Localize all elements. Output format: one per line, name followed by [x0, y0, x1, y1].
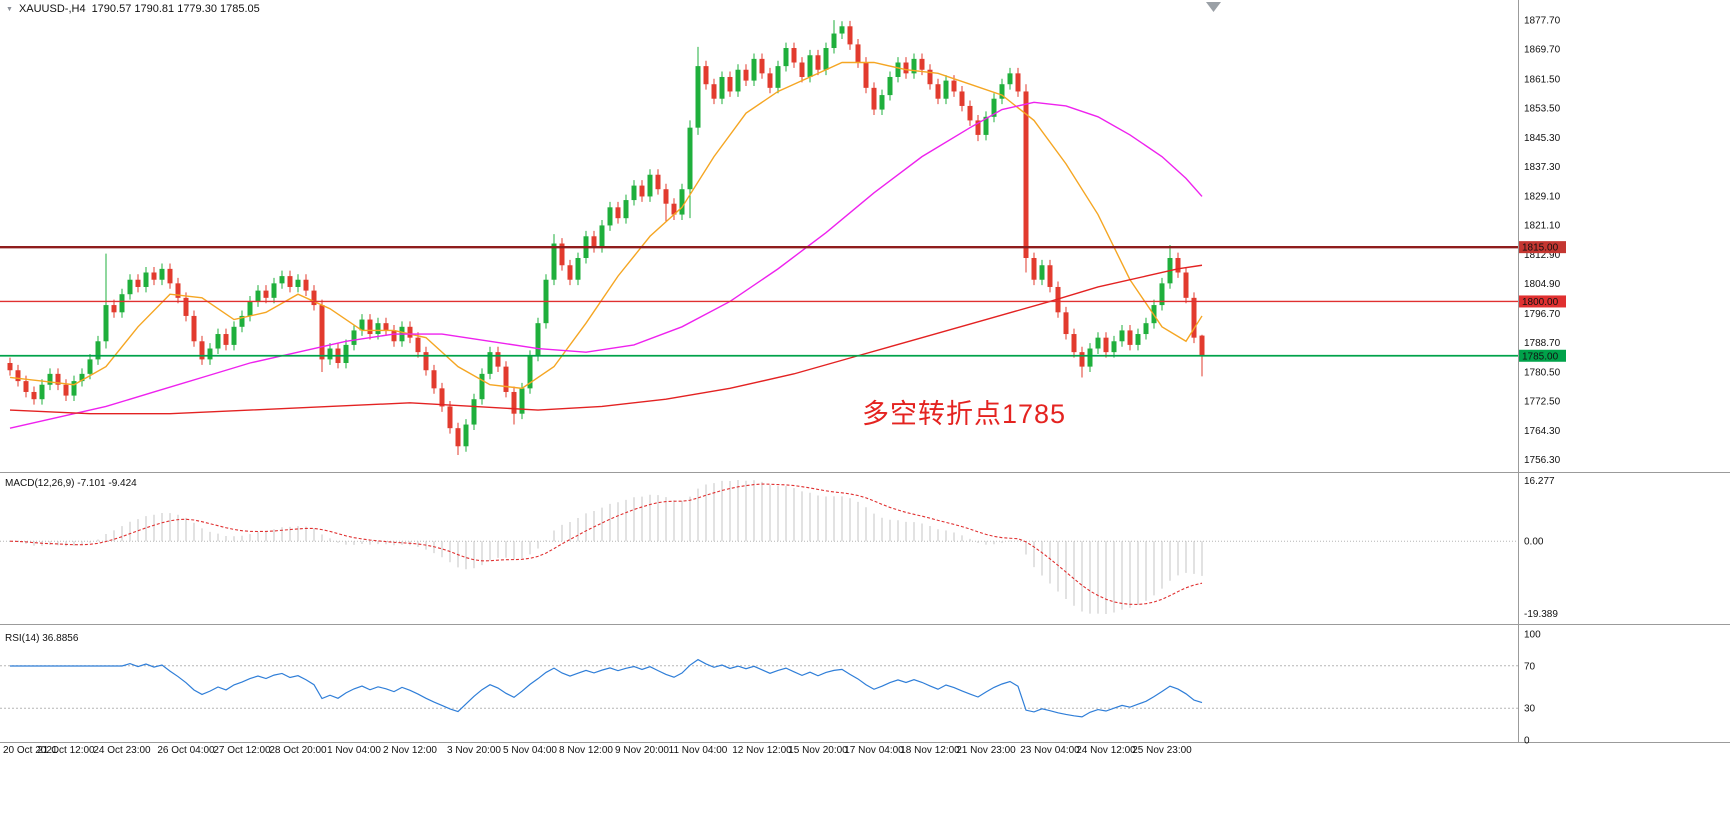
- svg-text:15 Nov 20:00: 15 Nov 20:00: [788, 745, 848, 756]
- panel-separators: [0, 0, 1730, 743]
- svg-text:70: 70: [1524, 661, 1536, 672]
- svg-text:26 Oct 04:00: 26 Oct 04:00: [157, 745, 215, 756]
- svg-text:24 Nov 12:00: 24 Nov 12:00: [1076, 745, 1136, 756]
- svg-text:5 Nov 04:00: 5 Nov 04:00: [503, 745, 557, 756]
- svg-text:18 Nov 12:00: 18 Nov 12:00: [900, 745, 960, 756]
- svg-text:0.00: 0.00: [1524, 537, 1544, 548]
- svg-text:1800.00: 1800.00: [1522, 297, 1559, 308]
- symbol-timeframe: XAUUSD-,H4: [18, 3, 86, 15]
- rsi-panel: RSI(14) 36.8856: [0, 633, 1518, 718]
- svg-text:23 Nov 04:00: 23 Nov 04:00: [1020, 745, 1080, 756]
- svg-text:21 Nov 23:00: 21 Nov 23:00: [956, 745, 1016, 756]
- svg-text:8 Nov 12:00: 8 Nov 12:00: [559, 745, 613, 756]
- svg-text:1821.10: 1821.10: [1524, 221, 1561, 232]
- ohlc-readout: 1790.57 1790.81 1779.30 1785.05: [91, 3, 260, 15]
- svg-text:20 Oct 2021: 20 Oct 2021: [3, 745, 58, 756]
- svg-text:0: 0: [1524, 736, 1530, 747]
- svg-text:1804.90: 1804.90: [1524, 279, 1561, 290]
- svg-text:3 Nov 20:00: 3 Nov 20:00: [447, 745, 501, 756]
- moving-average-layer: [9, 61, 1203, 429]
- price-tag-layer: 1815.00 1800.00 1785.00: [1519, 241, 1566, 362]
- svg-text:1837.30: 1837.30: [1524, 162, 1561, 173]
- svg-text:28 Oct 20:00: 28 Oct 20:00: [269, 745, 327, 756]
- rsi-label: RSI(14) 36.8856: [5, 633, 79, 644]
- horizontal-lines-layer[interactable]: [0, 245, 1518, 357]
- svg-text:30: 30: [1524, 704, 1536, 715]
- svg-text:1764.30: 1764.30: [1524, 426, 1561, 437]
- svg-text:1 Nov 04:00: 1 Nov 04:00: [327, 745, 381, 756]
- svg-text:-19.389: -19.389: [1524, 609, 1558, 620]
- svg-text:9 Nov 20:00: 9 Nov 20:00: [615, 745, 669, 756]
- svg-text:11 Nov 04:00: 11 Nov 04:00: [669, 745, 728, 756]
- svg-text:16.277: 16.277: [1524, 476, 1555, 487]
- svg-text:1756.30: 1756.30: [1524, 455, 1561, 466]
- candlestick-layer: [7, 20, 1205, 455]
- svg-text:24 Oct 23:00: 24 Oct 23:00: [93, 745, 151, 756]
- svg-text:1877.70: 1877.70: [1524, 16, 1561, 27]
- svg-text:1853.50: 1853.50: [1524, 103, 1561, 114]
- svg-text:21 Oct 12:00: 21 Oct 12:00: [37, 745, 95, 756]
- svg-text:1780.50: 1780.50: [1524, 368, 1561, 379]
- svg-text:1861.50: 1861.50: [1524, 74, 1561, 85]
- svg-text:100: 100: [1524, 630, 1541, 641]
- svg-text:1785.00: 1785.00: [1522, 351, 1559, 362]
- svg-text:1869.70: 1869.70: [1524, 45, 1561, 56]
- svg-text:12 Nov 12:00: 12 Nov 12:00: [732, 745, 792, 756]
- svg-text:1812.90: 1812.90: [1524, 250, 1561, 261]
- macd-plot: [0, 480, 1518, 614]
- svg-text:1815.00: 1815.00: [1522, 243, 1559, 254]
- chart-title: ▼ XAUUSD-,H4 1790.57 1790.81 1779.30 178…: [6, 3, 260, 15]
- symbol-dropdown-icon[interactable]: ▼: [6, 5, 13, 13]
- svg-text:1829.10: 1829.10: [1524, 192, 1561, 203]
- svg-text:27 Oct 12:00: 27 Oct 12:00: [213, 745, 271, 756]
- annotation-text[interactable]: 多空转折点1785: [862, 399, 1067, 429]
- svg-text:1772.50: 1772.50: [1524, 397, 1561, 408]
- svg-text:2 Nov 12:00: 2 Nov 12:00: [383, 745, 437, 756]
- price-axis[interactable]: 1877.70 1869.70 1861.50 1853.50 1845.30 1837.…: [1524, 16, 1561, 747]
- macd-panel: MACD(12,26,9) -7.101 -9.424: [0, 478, 1518, 614]
- svg-text:1788.70: 1788.70: [1524, 338, 1561, 349]
- rsi-plot: [0, 658, 1518, 718]
- svg-text:1845.30: 1845.30: [1524, 133, 1561, 144]
- svg-text:25 Nov 23:00: 25 Nov 23:00: [1132, 745, 1192, 756]
- svg-text:17 Nov 04:00: 17 Nov 04:00: [844, 745, 904, 756]
- svg-text:1796.70: 1796.70: [1524, 309, 1561, 320]
- macd-label: MACD(12,26,9) -7.101 -9.424: [5, 478, 137, 489]
- chart-shift-marker-icon[interactable]: [1206, 2, 1221, 12]
